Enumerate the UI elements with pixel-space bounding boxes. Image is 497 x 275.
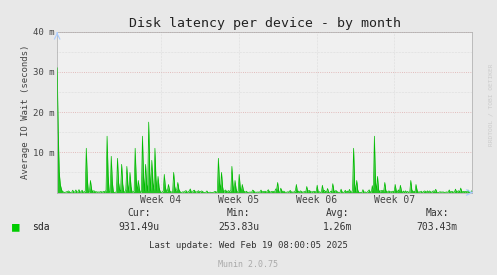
Text: Min:: Min: bbox=[227, 208, 250, 218]
Text: Munin 2.0.75: Munin 2.0.75 bbox=[219, 260, 278, 269]
Text: 253.83u: 253.83u bbox=[218, 222, 259, 232]
Text: Max:: Max: bbox=[425, 208, 449, 218]
Text: RRDTOOL / TOBI OETIKER: RRDTOOL / TOBI OETIKER bbox=[489, 63, 494, 146]
Text: 931.49u: 931.49u bbox=[119, 222, 160, 232]
Text: Last update: Wed Feb 19 08:00:05 2025: Last update: Wed Feb 19 08:00:05 2025 bbox=[149, 241, 348, 249]
Title: Disk latency per device - by month: Disk latency per device - by month bbox=[129, 17, 401, 31]
Text: 1.26m: 1.26m bbox=[323, 222, 353, 232]
Text: Cur:: Cur: bbox=[127, 208, 151, 218]
Text: sda: sda bbox=[32, 222, 50, 232]
Y-axis label: Average IO Wait (seconds): Average IO Wait (seconds) bbox=[21, 45, 30, 179]
Text: 703.43m: 703.43m bbox=[417, 222, 458, 232]
Text: ■: ■ bbox=[12, 220, 20, 233]
Text: Avg:: Avg: bbox=[326, 208, 350, 218]
